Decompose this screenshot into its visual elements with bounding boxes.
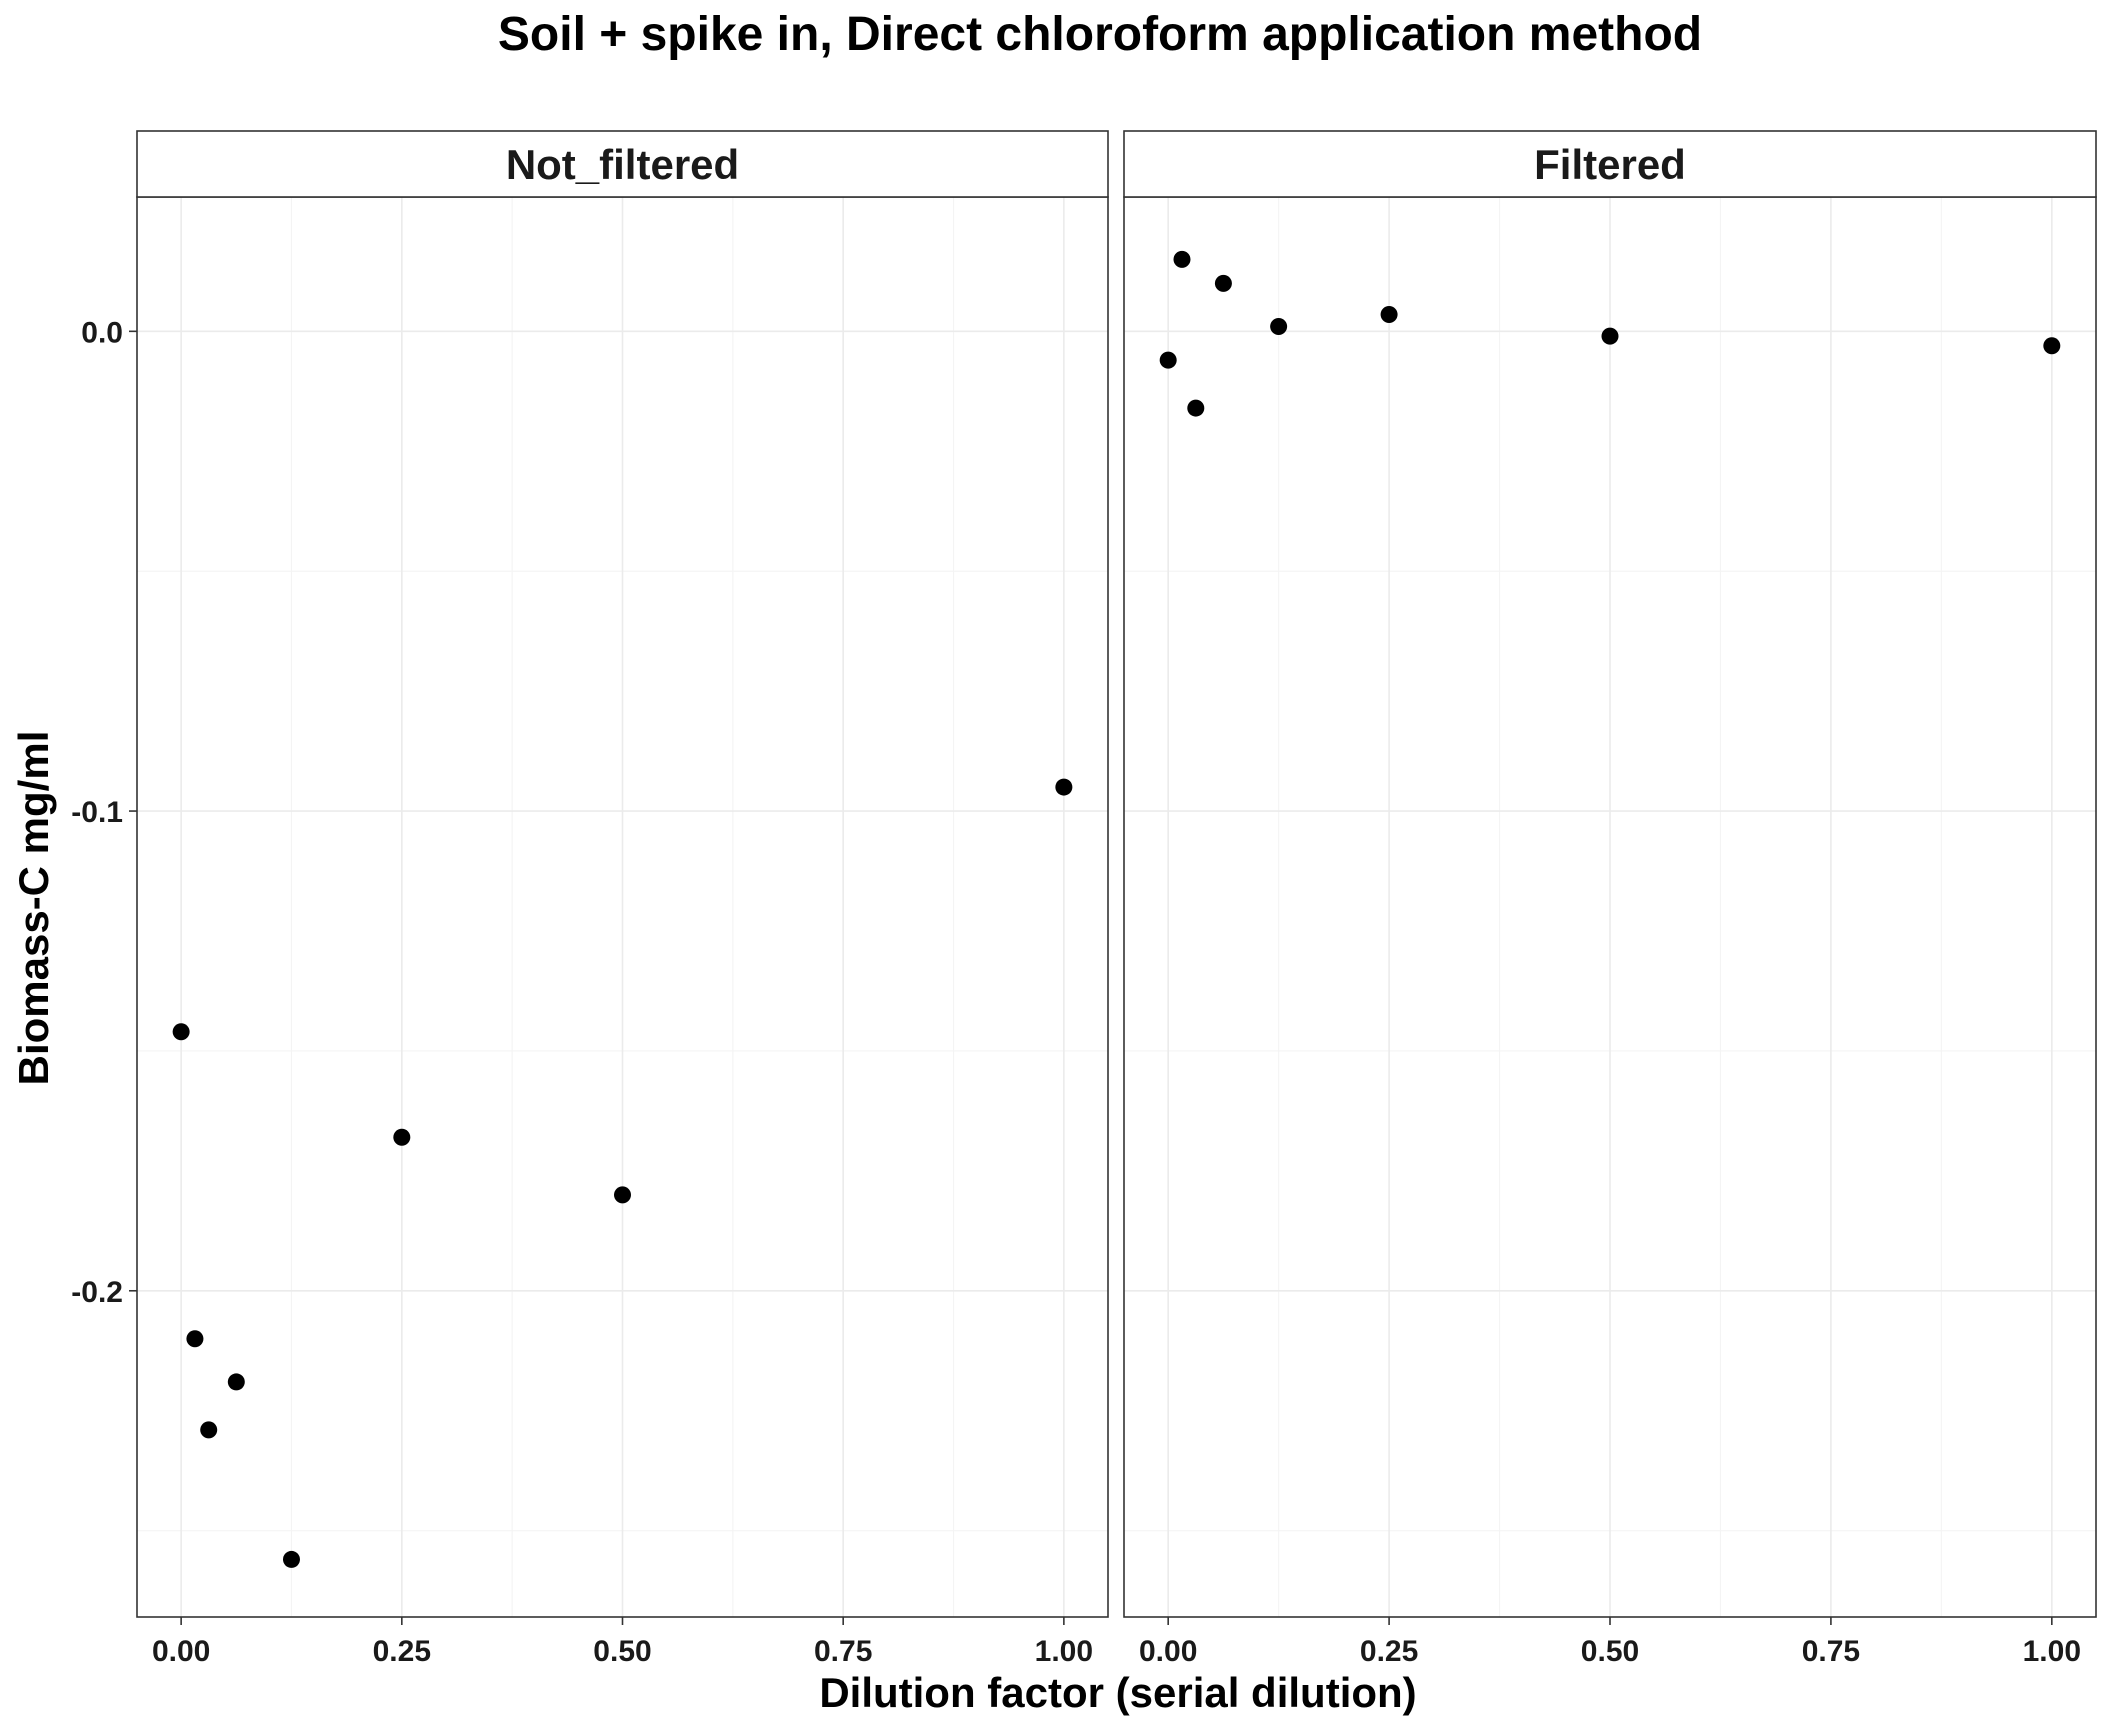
panels-layer: Not_filtered 0.00 0.25 0.50 0.75 1.00 0.0 -0.1 -… <box>71 130 2097 1668</box>
x-tick-label: 0.50 <box>593 1635 651 1668</box>
chart-title: Soil + spike in, Direct chloroform appli… <box>498 8 1702 61</box>
x-tick-label: 1.00 <box>1035 1635 1093 1668</box>
y-tick-label: -0.1 <box>71 796 123 829</box>
data-point <box>2043 337 2061 355</box>
x-tick-label: 0.25 <box>1360 1635 1418 1668</box>
y-tick-label: 0.0 <box>81 316 123 349</box>
x-tick-label: 0.50 <box>1581 1635 1639 1668</box>
data-point <box>200 1421 218 1439</box>
facet-panel-not-filtered: Not_filtered 0.00 0.25 0.50 0.75 1.00 0.0 -0.1 -… <box>71 130 1109 1668</box>
data-point <box>172 1023 190 1041</box>
y-axis-title: Biomass-C mg/ml <box>10 731 57 1086</box>
data-point <box>186 1330 204 1348</box>
facet-strip <box>136 130 1109 198</box>
facet-strip <box>1123 130 2097 198</box>
data-point <box>1380 306 1398 324</box>
data-point <box>1159 351 1177 369</box>
data-point <box>1214 274 1232 292</box>
x-axis-title: Dilution factor (serial dilution) <box>819 1669 1416 1716</box>
data-point <box>1055 778 1073 796</box>
data-point <box>282 1550 300 1568</box>
x-tick-label: 0.75 <box>1802 1635 1860 1668</box>
y-tick-label: -0.2 <box>71 1276 123 1309</box>
x-tick-label: 0.75 <box>814 1635 872 1668</box>
x-tick-label: 1.00 <box>2023 1635 2081 1668</box>
x-tick-label: 0.00 <box>1139 1635 1197 1668</box>
facet-strip-label: Filtered <box>1534 141 1686 188</box>
x-tick-label: 0.25 <box>373 1635 431 1668</box>
data-point <box>1187 399 1205 417</box>
data-point <box>227 1373 245 1391</box>
facet-panel-filtered: Filtered 0.00 0.25 0.50 0.75 1.00 <box>1123 130 2097 1668</box>
data-point <box>1173 250 1191 268</box>
data-point <box>1601 327 1619 345</box>
x-tick-label: 0.00 <box>152 1635 210 1668</box>
facet-strip-label: Not_filtered <box>506 141 739 188</box>
data-point <box>1270 318 1288 336</box>
data-point <box>614 1186 631 1204</box>
data-point <box>393 1128 411 1146</box>
